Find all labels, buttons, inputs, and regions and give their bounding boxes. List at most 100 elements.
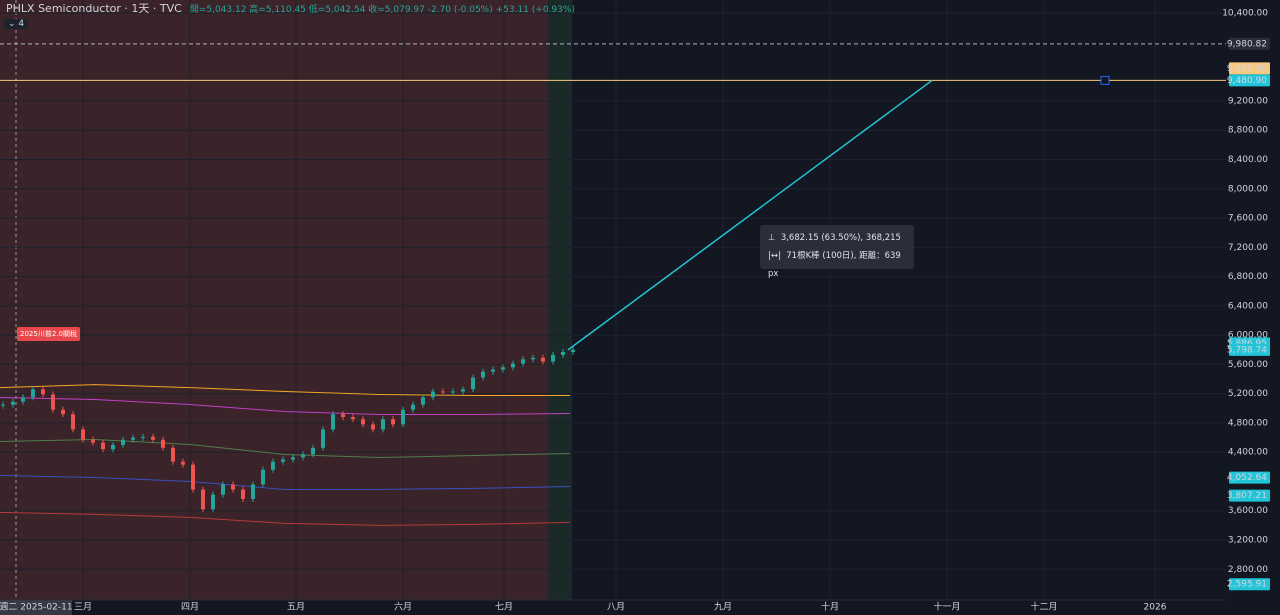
candle xyxy=(91,439,95,443)
candle xyxy=(471,377,475,390)
x-tick-label: 十一月 xyxy=(933,601,960,613)
moving-average xyxy=(0,474,571,490)
candle xyxy=(181,461,185,465)
candle xyxy=(411,404,415,410)
candle xyxy=(361,419,365,425)
candle xyxy=(31,389,35,398)
pane-toggle[interactable]: ⌄ 4 xyxy=(4,19,29,29)
crosshair-label-bg xyxy=(0,600,72,615)
tooltip-line: |↔| 71根K棒 (100日), 距離：639 px xyxy=(768,251,901,279)
tooltip-text: 3,682.15 (63.50%), 368,215 xyxy=(780,233,901,243)
y-tick-label: 3,200.00 xyxy=(1228,536,1268,546)
candle xyxy=(121,439,125,445)
price-axis xyxy=(1226,0,1280,615)
candle xyxy=(221,484,225,495)
candle xyxy=(281,459,285,462)
x-tick-label: 2026 xyxy=(1144,603,1167,613)
candle xyxy=(531,357,535,360)
candle xyxy=(491,369,495,372)
candle xyxy=(391,419,395,425)
y-tick-label: 4,800.00 xyxy=(1228,418,1268,428)
candle xyxy=(561,351,565,355)
highlight-region xyxy=(0,0,548,600)
y-tick-label: 7,600.00 xyxy=(1228,214,1268,224)
candle xyxy=(321,429,325,448)
moving-average xyxy=(0,397,571,416)
tooltip-text: 71根K棒 (100日), 距離：639 px xyxy=(768,251,901,279)
price-label-bg xyxy=(1229,62,1270,75)
y-tick-label: 8,800.00 xyxy=(1228,126,1268,136)
candle xyxy=(21,397,25,402)
candle xyxy=(261,469,265,485)
price-label: 9,980.82 xyxy=(1227,39,1267,49)
candle xyxy=(251,484,255,500)
measure-line xyxy=(567,79,933,351)
x-tick-label: 六月 xyxy=(394,601,412,613)
price-label: 3,807.21 xyxy=(1227,491,1267,501)
y-tick-label: 8,400.00 xyxy=(1228,155,1268,165)
candle xyxy=(101,442,105,450)
y-tick-label: 6,800.00 xyxy=(1228,272,1268,282)
x-tick-label: 三月 xyxy=(74,602,92,613)
y-tick-label: 10,400.00 xyxy=(1222,9,1268,19)
candle xyxy=(351,417,355,420)
price-label: 2,595.91 xyxy=(1227,580,1267,590)
event-badge[interactable]: 2025川普2.0關稅 xyxy=(17,327,80,341)
pane-count: 4 xyxy=(18,19,25,29)
candle xyxy=(241,489,245,500)
candle xyxy=(511,363,515,368)
moving-average xyxy=(0,384,570,397)
x-tick-label: 四月 xyxy=(181,602,199,613)
candle xyxy=(71,414,75,430)
header: PHLX Semiconductor · 1天 · TVC 開=5,043.12 … xyxy=(0,0,575,16)
price-label: 9,480.90 xyxy=(1227,76,1267,86)
candle xyxy=(41,389,45,395)
x-tick-label: 九月 xyxy=(714,602,732,613)
candle xyxy=(451,391,455,393)
candle xyxy=(461,389,465,392)
candle xyxy=(571,349,575,352)
candle xyxy=(291,457,295,460)
candle xyxy=(1,404,5,406)
candle xyxy=(271,461,275,470)
x-tick-label: 十月 xyxy=(821,601,839,613)
y-tick-label: 6,000.00 xyxy=(1228,331,1268,341)
measure-tooltip: ⊥ 3,682.15 (63.50%), 368,215 |↔| 71根K棒 (1… xyxy=(760,225,914,279)
candle xyxy=(131,437,135,440)
candle xyxy=(191,464,195,490)
candle xyxy=(371,424,375,430)
candle xyxy=(331,414,335,430)
candle xyxy=(441,391,445,393)
candle xyxy=(211,494,215,510)
candle xyxy=(551,354,555,362)
candle xyxy=(541,357,545,362)
candle xyxy=(201,489,205,510)
candle xyxy=(161,439,165,448)
price-label-bg xyxy=(1229,489,1270,502)
y-tick-label: 9,200.00 xyxy=(1228,96,1268,106)
y-tick-label: 5,200.00 xyxy=(1228,389,1268,399)
tooltip-line: ⊥ 3,682.15 (63.50%), 368,215 xyxy=(768,233,901,243)
candle xyxy=(81,429,85,440)
y-tick-label: 6,400.00 xyxy=(1228,301,1268,311)
y-tick-label: 2,800.00 xyxy=(1228,565,1268,575)
candle xyxy=(171,447,175,462)
y-tick-label: 4,400.00 xyxy=(1228,448,1268,458)
candle xyxy=(431,391,435,398)
candle xyxy=(11,401,15,405)
candle xyxy=(141,436,145,438)
price-label-bg xyxy=(1229,578,1270,591)
candle xyxy=(481,371,485,378)
crosshair-label: 週二 2025-02-11 xyxy=(0,602,73,613)
ohlc: 開=5,043.12 高=5,110.45 低=5,042.54 收=5,079… xyxy=(189,4,575,15)
x-tick-label: 八月 xyxy=(607,602,625,613)
price-label-bg xyxy=(1229,37,1270,50)
symbol-title: PHLX Semiconductor · 1天 · TVC xyxy=(6,2,182,15)
price-label: 9,480.90 xyxy=(1227,64,1267,74)
candle xyxy=(231,484,235,490)
candle xyxy=(381,419,385,430)
price-label-bg xyxy=(1229,74,1270,87)
x-tick-label: 十二月 xyxy=(1030,601,1057,613)
